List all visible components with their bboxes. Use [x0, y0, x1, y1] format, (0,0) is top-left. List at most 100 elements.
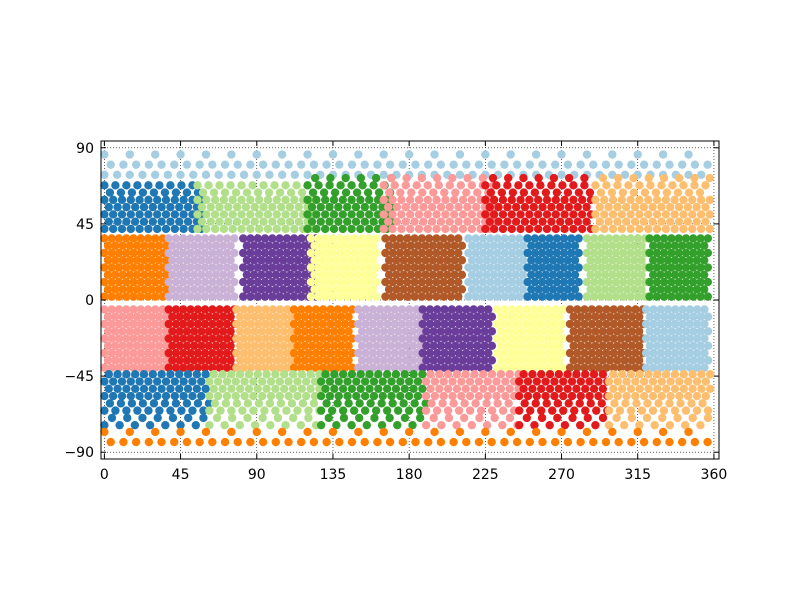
data-point	[129, 277, 138, 287]
data-point	[190, 341, 199, 351]
data-point	[439, 234, 448, 243]
data-point	[590, 234, 599, 243]
data-point	[703, 312, 713, 321]
data-point	[429, 413, 438, 423]
data-point	[346, 256, 356, 265]
data-point	[308, 341, 317, 351]
data-point	[140, 356, 149, 365]
data-point	[154, 256, 164, 265]
data-point	[583, 413, 592, 423]
data-point	[211, 341, 221, 351]
data-point	[369, 217, 378, 226]
data-point	[692, 256, 702, 265]
data-point	[103, 327, 113, 336]
data-point	[373, 195, 383, 205]
data-point	[263, 224, 273, 234]
data-point	[264, 241, 273, 250]
data-point	[635, 370, 644, 379]
data-point	[574, 277, 583, 287]
data-point	[340, 305, 350, 314]
data-point	[678, 241, 687, 250]
data-point	[504, 270, 513, 279]
data-point	[335, 160, 344, 169]
data-point	[663, 270, 672, 279]
data-point	[297, 277, 306, 287]
data-point	[239, 319, 248, 329]
data-point	[507, 292, 517, 301]
data-point	[118, 312, 127, 321]
data-point	[333, 363, 342, 372]
data-point	[480, 356, 489, 365]
data-point	[573, 363, 582, 372]
data-point	[575, 399, 584, 408]
data-point	[446, 263, 456, 272]
data-point	[360, 217, 369, 226]
data-point	[433, 319, 442, 329]
data-point	[604, 377, 614, 386]
data-point	[322, 356, 331, 365]
data-point	[446, 277, 456, 287]
data-point	[140, 285, 149, 294]
data-point	[557, 427, 566, 437]
data-point	[543, 305, 553, 314]
data-point	[370, 413, 379, 423]
data-point	[520, 202, 530, 212]
data-point	[530, 188, 540, 197]
data-point	[315, 341, 324, 351]
data-point	[640, 188, 650, 197]
data-point	[496, 256, 506, 265]
data-point	[401, 341, 410, 351]
data-point	[254, 210, 264, 219]
data-point	[204, 341, 213, 351]
data-point	[613, 217, 622, 226]
data-point	[674, 202, 684, 212]
data-point	[432, 234, 441, 243]
data-point	[573, 305, 582, 314]
data-point	[157, 217, 166, 226]
data-point	[598, 312, 607, 321]
data-point	[326, 334, 335, 343]
data-point	[186, 334, 195, 343]
data-point	[696, 248, 705, 258]
data-point	[519, 188, 529, 197]
data-point	[319, 188, 329, 197]
data-point	[324, 413, 333, 423]
data-point	[514, 305, 524, 314]
data-point	[443, 370, 453, 379]
data-point	[697, 370, 706, 379]
data-point	[421, 241, 430, 250]
data-point	[100, 377, 109, 386]
data-point	[656, 363, 665, 372]
data-point	[443, 256, 452, 265]
data-point	[700, 348, 709, 358]
data-point	[388, 292, 397, 301]
data-point	[241, 202, 251, 212]
data-point	[538, 234, 547, 243]
data-point	[166, 181, 175, 190]
data-point	[559, 292, 569, 301]
data-point	[474, 437, 484, 447]
data-point	[589, 160, 598, 169]
data-point	[540, 341, 549, 351]
data-point	[321, 384, 330, 394]
data-point	[243, 341, 252, 351]
data-point	[253, 384, 262, 394]
data-point	[493, 399, 502, 408]
data-point	[384, 256, 394, 265]
data-point	[423, 195, 432, 205]
data-point	[627, 327, 637, 336]
data-point	[523, 263, 532, 272]
data-point	[556, 256, 565, 265]
data-point	[682, 312, 691, 321]
data-point	[666, 202, 675, 212]
data-point	[318, 363, 328, 372]
data-point	[220, 188, 230, 197]
data-point	[486, 234, 495, 243]
data-point	[408, 327, 418, 336]
data-point	[144, 437, 154, 447]
data-point	[525, 210, 534, 219]
data-point	[186, 248, 195, 258]
data-point	[437, 420, 446, 430]
data-point	[487, 341, 497, 351]
data-point	[168, 270, 177, 279]
